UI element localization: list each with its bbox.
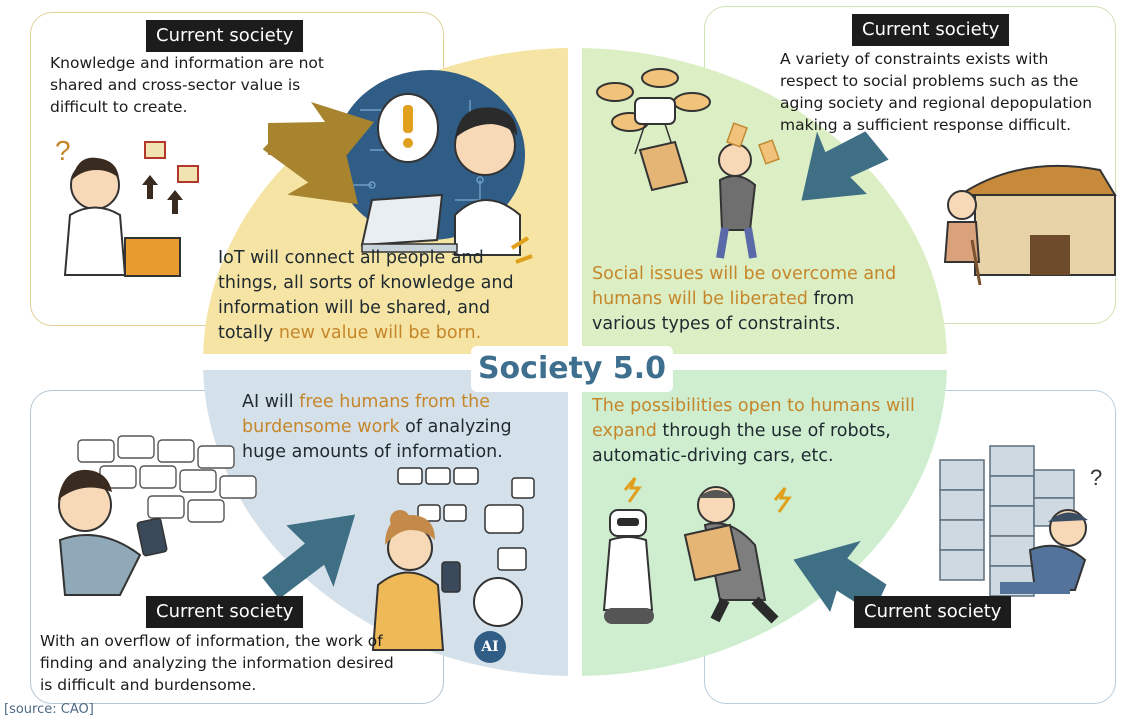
highlight-new-value: new value will be born.	[279, 323, 481, 343]
svg-text:?: ?	[1090, 465, 1102, 490]
information-overload-illustration	[58, 436, 256, 595]
rural-house-illustration	[945, 166, 1115, 285]
ai-badge: AI	[476, 634, 504, 660]
problem-text-top-right: A variety of constraints exists with res…	[780, 48, 1120, 136]
badge-current-society-top-right: Current society	[852, 14, 1009, 46]
heavy-workload-illustration: ?	[940, 446, 1102, 596]
source-note: [source: CAO]	[4, 702, 94, 717]
solution-text-bottom-right: The possibilities open to humans will ex…	[592, 394, 952, 469]
problem-text-bottom-left: With an overflow of information, the wor…	[40, 630, 440, 696]
badge-current-society-bottom-right: Current society	[854, 596, 1011, 628]
badge-current-society-bottom-left: Current society	[146, 596, 303, 628]
page-title: Society 5.0	[471, 346, 673, 392]
solution-text-bottom-left: AI will free humans from the burdensome …	[242, 390, 562, 465]
solution-text-top-left: IoT will connect all people and things, …	[218, 246, 558, 346]
badge-current-society-top-left: Current society	[146, 20, 303, 52]
confused-worker-illustration: ?	[55, 135, 198, 276]
solution-text-top-right: Social issues will be overcome and human…	[592, 262, 932, 337]
problem-text-top-left: Knowledge and information are not shared…	[50, 52, 370, 118]
svg-text:?: ?	[55, 135, 71, 166]
